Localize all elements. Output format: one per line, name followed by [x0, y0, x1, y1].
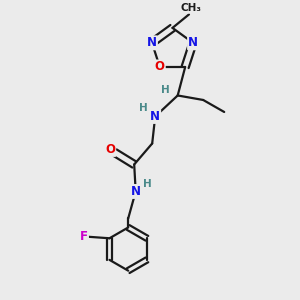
Text: N: N [188, 36, 198, 49]
Text: N: N [147, 36, 157, 49]
Text: O: O [105, 143, 115, 156]
Text: O: O [155, 61, 165, 74]
Text: H: H [143, 179, 152, 189]
Text: N: N [150, 110, 160, 123]
Text: H: H [140, 103, 148, 113]
Text: CH₃: CH₃ [181, 3, 202, 13]
Text: N: N [131, 185, 141, 198]
Text: F: F [80, 230, 88, 243]
Text: H: H [161, 85, 170, 95]
